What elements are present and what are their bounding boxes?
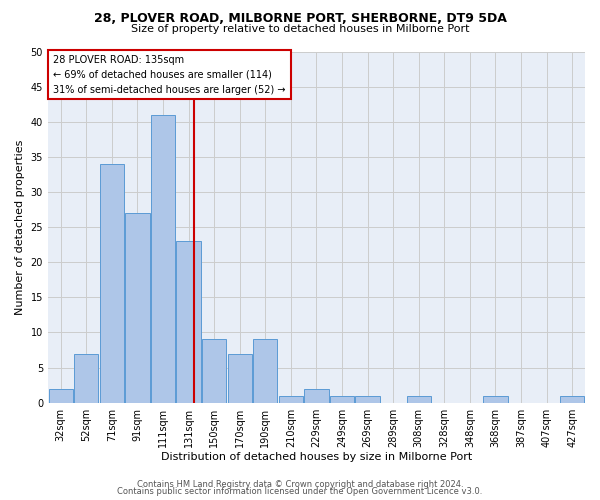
Bar (176, 241, 201, 402)
Text: Size of property relative to detached houses in Milborne Port: Size of property relative to detached ho… (131, 24, 469, 34)
Text: Contains public sector information licensed under the Open Government Licence v3: Contains public sector information licen… (118, 488, 482, 496)
Text: Contains HM Land Registry data © Crown copyright and database right 2024.: Contains HM Land Registry data © Crown c… (137, 480, 463, 489)
Bar (74, 354, 98, 403)
Text: 28 PLOVER ROAD: 135sqm
← 69% of detached houses are smaller (114)
31% of semi-de: 28 PLOVER ROAD: 135sqm ← 69% of detached… (53, 55, 286, 94)
Bar (125, 213, 149, 402)
Bar (330, 396, 354, 402)
Bar (202, 340, 226, 402)
X-axis label: Distribution of detached houses by size in Milborne Port: Distribution of detached houses by size … (161, 452, 472, 462)
Bar (100, 164, 124, 402)
Bar (355, 396, 380, 402)
Bar (49, 388, 73, 402)
Bar (227, 354, 252, 403)
Y-axis label: Number of detached properties: Number of detached properties (15, 140, 25, 315)
Bar (279, 396, 303, 402)
Bar (560, 396, 584, 402)
Bar (407, 396, 431, 402)
Bar (151, 114, 175, 403)
Text: 28, PLOVER ROAD, MILBORNE PORT, SHERBORNE, DT9 5DA: 28, PLOVER ROAD, MILBORNE PORT, SHERBORN… (94, 12, 506, 26)
Bar (304, 388, 329, 402)
Bar (253, 340, 277, 402)
Bar (484, 396, 508, 402)
